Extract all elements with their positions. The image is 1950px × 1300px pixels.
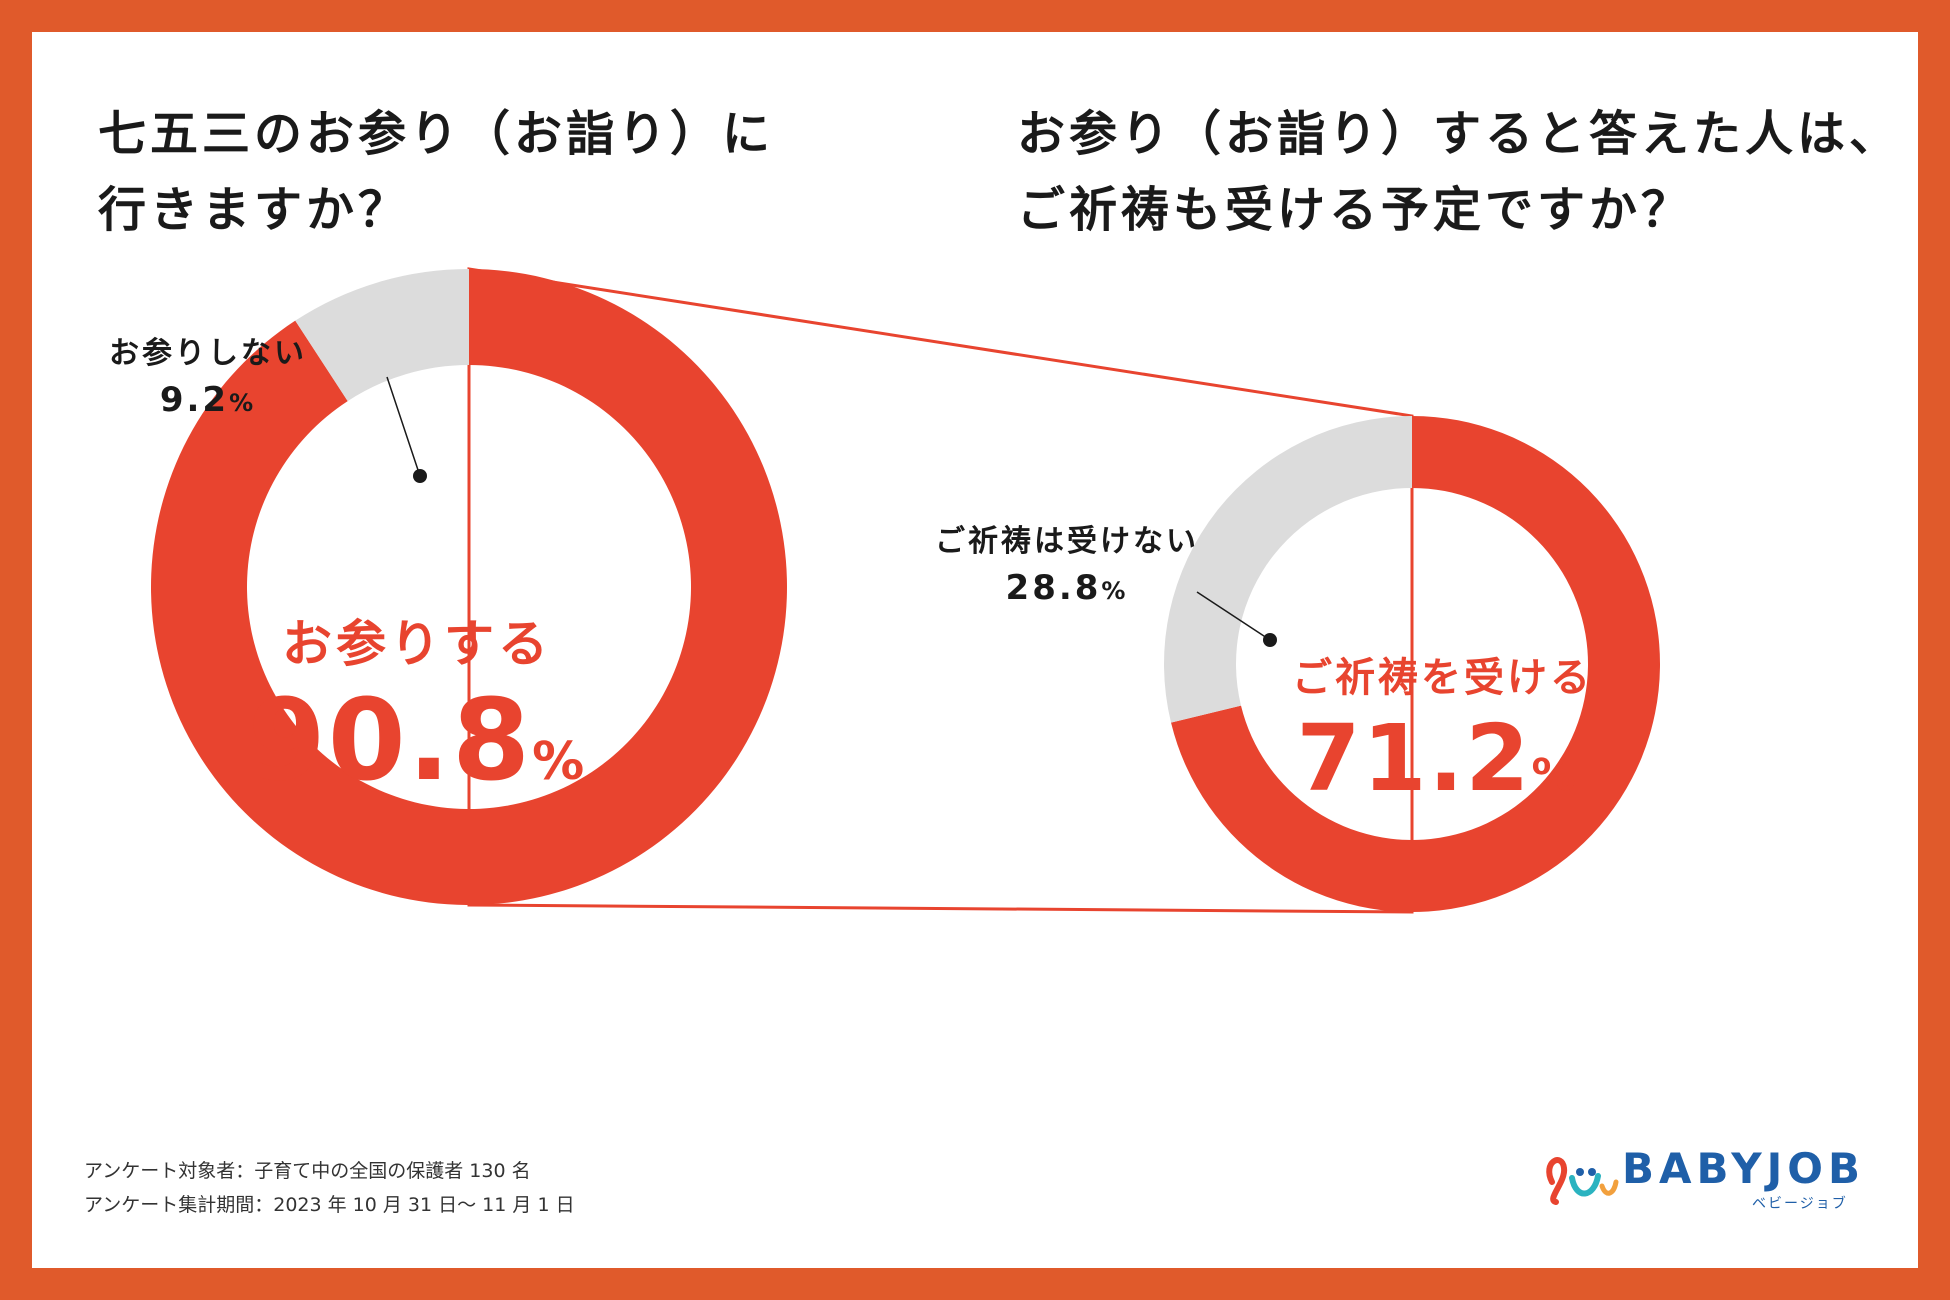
center-value-prayer: 71.2% [1292,704,1582,831]
callout-no-prayer-number: 28.8 [1005,568,1102,608]
leader-left-dot [413,469,427,483]
left-title-line-1: 七五三のお参り（お詣り）に [98,106,775,162]
percent-sign: % [532,732,587,792]
leader-right-line [1196,591,1271,641]
center-number-prayer: 71.2 [1296,705,1532,812]
callout-no-prayer: ご祈祷は受けない 28.8% [907,520,1227,615]
donut-slice-right-1 [1164,416,1412,723]
left-question-title: 七五三のお参り（お詣り）に 行きますか？ [98,96,774,248]
leader-left-line [386,376,421,477]
donut-left-center-label: お参りする 90.8% [222,612,612,827]
donut-chart-left [150,269,787,905]
center-label-prayer: ご祈祷を受ける [1292,655,1593,701]
right-title-line-1: お参り（お詣り）すると答えた人は、 [1017,106,1902,162]
right-title-line-2: ご祈祷も受ける予定ですか？ [1017,182,1694,238]
callout-no-visit: お参りしない 9.2% [78,332,338,427]
infographic-frame: 七五三のお参り（お詣り）に 行きますか？ お参り（お詣り）すると答えた人は、 ご… [32,32,1918,1268]
donut-slice-left-0 [150,269,787,905]
chart-canvas [150,267,1660,914]
center-label-visit: お参りする [282,615,552,673]
donut-right-center-label: ご祈祷を受ける 71.2% [1292,652,1593,831]
leader-right-dot [1263,633,1277,647]
right-question-title: お参り（お詣り）すると答えた人は、 ご祈祷も受ける予定ですか？ [1017,96,1901,248]
callout-no-visit-label: お参りしない [109,336,307,371]
donut-chart-right [1164,416,1660,912]
donut-slice-right-0 [1171,416,1660,912]
percent-sign: % [1531,750,1578,801]
callout-no-visit-number: 9.2 [159,380,230,420]
callout-leaders [386,376,1277,647]
babyjob-logo-icon [1546,1157,1619,1205]
callout-no-visit-value: 9.2% [78,376,338,427]
babyjob-logo-wordmark: BABYJOB [1622,1144,1865,1193]
percent-sign: % [229,389,257,417]
callout-no-prayer-label: ご祈祷は受けない [935,524,1199,559]
center-number-visit: 90.8 [247,676,533,806]
babyjob-logo-subtext: ベビージョブ [1752,1196,1848,1212]
donut-slice-left-1 [295,269,469,402]
left-title-line-2: 行きますか？ [98,182,411,238]
survey-period-note: アンケート集計期間：2023 年 10 月 31 日～ 11 月 1 日 [84,1194,575,1216]
callout-no-prayer-value: 28.8% [907,564,1227,615]
survey-target-note: アンケート対象者：子育て中の全国の保護者 130 名 [84,1160,531,1182]
center-value-visit: 90.8% [222,676,612,827]
percent-sign: % [1101,577,1129,605]
